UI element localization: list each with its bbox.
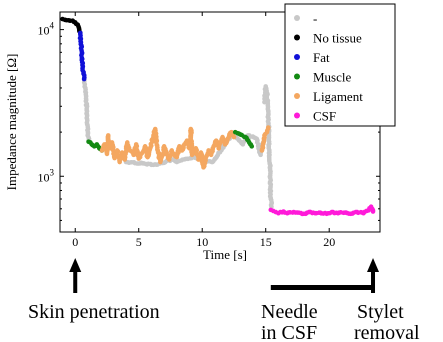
legend-label: - [313,11,317,26]
data-point [231,134,237,140]
needle-in-csf-bar [270,285,374,290]
x-tick-label: 20 [323,235,335,249]
legend: - No tissue Fat Muscle Ligament CSF [284,3,396,127]
y-tick-label-base: 10 [38,24,50,38]
legend-label: CSF [313,109,336,124]
series-muscle [232,129,255,149]
y-tick-label-exp: 4 [50,21,55,31]
legend-marker [294,34,300,41]
y-tick-label: 104 [38,21,55,38]
y-tick-label-exp: 3 [50,167,55,177]
x-axis-label: Time [s] [203,247,247,262]
x-tick-label: 5 [136,235,142,249]
data-point [81,76,87,82]
legend-marker [294,54,300,60]
legend-label: Muscle [313,70,352,85]
data-point [265,125,271,130]
y-axis-label: Impedance magnitude [Ω] [4,54,19,191]
legend-label: Ligament [313,89,363,104]
stylet-label-line2: removal [354,322,420,342]
series-ligament [99,126,237,170]
legend-marker [294,93,300,99]
y-tick-label: 103 [38,167,55,184]
needle-label-line2: in CSF [261,322,317,342]
legend-marker [294,112,300,119]
x-tick-label: 10 [196,235,208,249]
legend-marker [294,73,300,80]
series-- [81,76,92,143]
arrow-shaft [371,271,376,293]
series-layer [60,16,376,217]
stylet-label-line1: Stylet [357,301,404,323]
x-tick-label: 0 [72,235,78,249]
x-tick-label: 15 [260,235,272,249]
needle-label-line1: Needle [261,301,318,323]
legend-marker [294,15,300,21]
skin-penetration-arrow [69,258,82,293]
legend-box [284,3,396,127]
skin-penetration-label: Skin penetration [28,301,160,323]
arrow-shaft [73,271,78,293]
arrow-head [367,258,380,272]
series-csf [268,204,376,217]
data-point [249,144,255,149]
series-ligament [259,125,271,153]
legend-label: No tissue [313,31,362,46]
legend-label: Fat [313,50,330,65]
series-fat [77,30,87,82]
y-tick-label-base: 10 [38,170,50,184]
data-point [370,209,376,214]
arrow-head [69,258,82,272]
stylet-removal-arrow [367,258,380,293]
series-no-tissue [60,16,83,36]
